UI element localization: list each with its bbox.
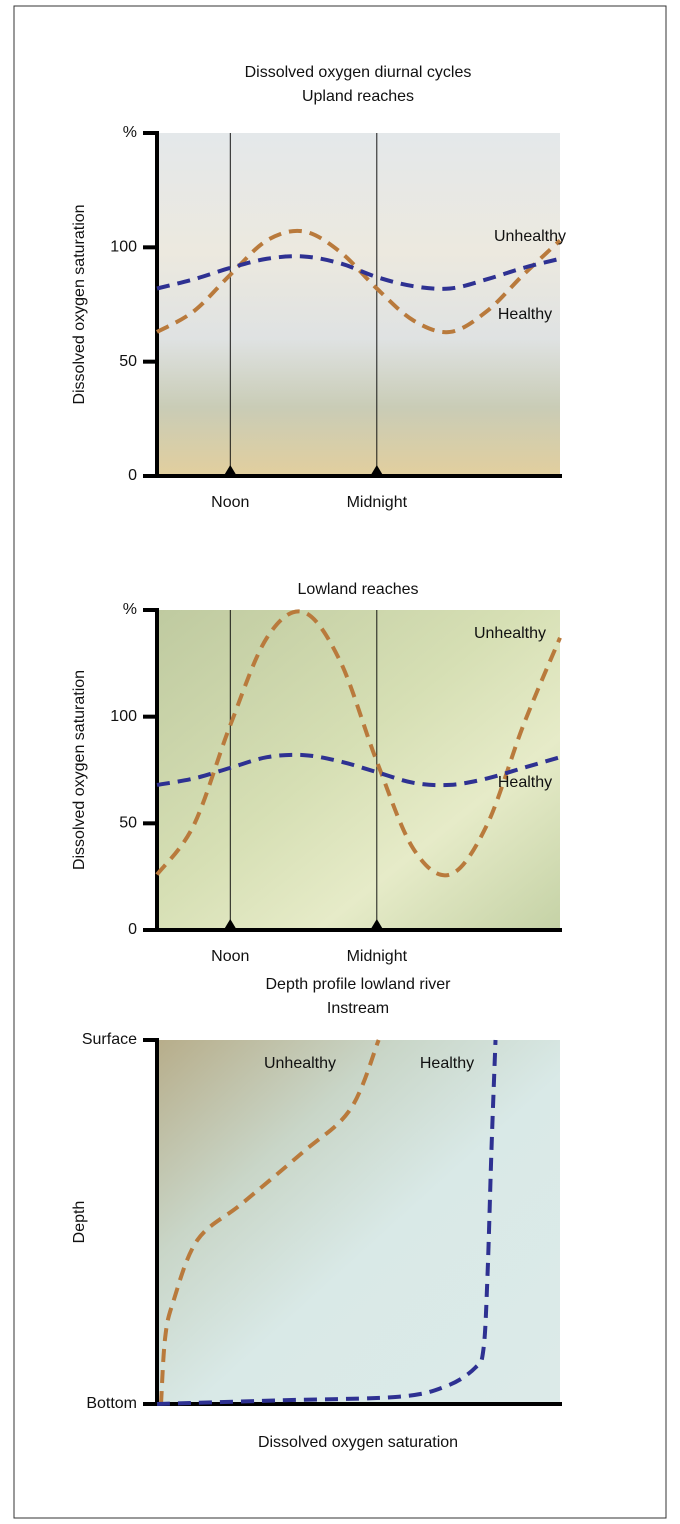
plot-background xyxy=(157,133,560,476)
chart-title: Lowland reaches xyxy=(298,581,419,598)
series-label: Healthy xyxy=(498,774,552,791)
chart-title: Dissolved oxygen diurnal cycles xyxy=(245,64,472,81)
y-axis-label: Dissolved oxygen saturation xyxy=(71,204,88,404)
y-tick-label: 0 xyxy=(128,921,137,938)
x-tick-label: Noon xyxy=(211,948,249,965)
y-tick-label: 50 xyxy=(119,815,137,832)
y-tick-label: 100 xyxy=(110,708,137,725)
y-tick-label: Bottom xyxy=(86,1395,137,1412)
y-tick-label: % xyxy=(123,601,137,618)
x-tick-label: Midnight xyxy=(347,494,408,511)
series-label: Unhealthy xyxy=(494,228,566,245)
series-line xyxy=(159,1039,381,1405)
x-tick-marker xyxy=(370,919,383,929)
x-tick-marker xyxy=(224,919,237,929)
x-tick-label: Noon xyxy=(211,494,249,511)
y-tick-label: % xyxy=(123,124,137,141)
y-axis-label: Dissolved oxygen saturation xyxy=(71,670,88,870)
series-line xyxy=(156,752,561,788)
y-tick-label: Surface xyxy=(82,1031,137,1048)
series-label: Healthy xyxy=(498,306,552,323)
y-tick-label: 50 xyxy=(119,353,137,370)
series-line xyxy=(156,228,562,335)
plot-background xyxy=(157,610,560,930)
series-label: Unhealthy xyxy=(264,1055,336,1072)
chart-subtitle: Instream xyxy=(327,1000,389,1017)
y-tick-label: 0 xyxy=(128,467,137,484)
chart-subtitle: Upland reaches xyxy=(302,88,414,105)
series-label: Unhealthy xyxy=(474,625,546,642)
y-axis-label: Depth xyxy=(71,1201,88,1244)
series-line xyxy=(156,1039,498,1406)
x-tick-label: Midnight xyxy=(347,948,408,965)
y-tick-label: 100 xyxy=(110,239,137,256)
x-tick-marker xyxy=(370,465,383,475)
x-axis-label: Dissolved oxygen saturation xyxy=(258,1434,458,1451)
x-tick-marker xyxy=(224,465,237,475)
chart-title: Depth profile lowland river xyxy=(266,976,452,993)
page-frame xyxy=(13,5,667,1519)
series-label: Healthy xyxy=(420,1055,474,1072)
series-line xyxy=(156,254,561,291)
